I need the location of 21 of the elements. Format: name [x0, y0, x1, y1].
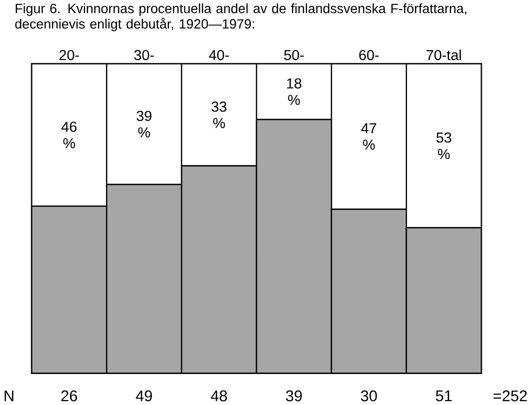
- text: 49: [136, 390, 152, 402]
- x-tick-label: 30-: [134, 50, 154, 60]
- chart-title: Figur 6. Kvinnornas procentuella andel av de finlandssvenska F-författarna, decennievis enligt debutår, 1920—1979:: [15, 4, 466, 32]
- x-tick-label: 60-: [359, 50, 379, 60]
- data-label: 47 %: [361, 123, 376, 150]
- text: 30: [360, 390, 377, 402]
- data-label: 33 %: [212, 102, 226, 128]
- text: 26: [61, 390, 78, 402]
- text: =252: [494, 390, 527, 402]
- data-label: 46 %: [61, 122, 77, 148]
- x-tick-label: 20-: [59, 50, 79, 60]
- x-tick-label: 70-tal: [426, 50, 461, 60]
- x-tick-label: 40-: [208, 50, 229, 60]
- text: 51: [436, 390, 452, 402]
- text: 39: [286, 390, 302, 402]
- data-label: 53 %: [436, 132, 452, 160]
- x-tick-label: 50-: [284, 50, 304, 60]
- text: 48: [210, 390, 227, 402]
- text: N: [4, 390, 14, 402]
- data-label: 18 %: [287, 78, 302, 106]
- data-label: 39 %: [136, 110, 152, 138]
